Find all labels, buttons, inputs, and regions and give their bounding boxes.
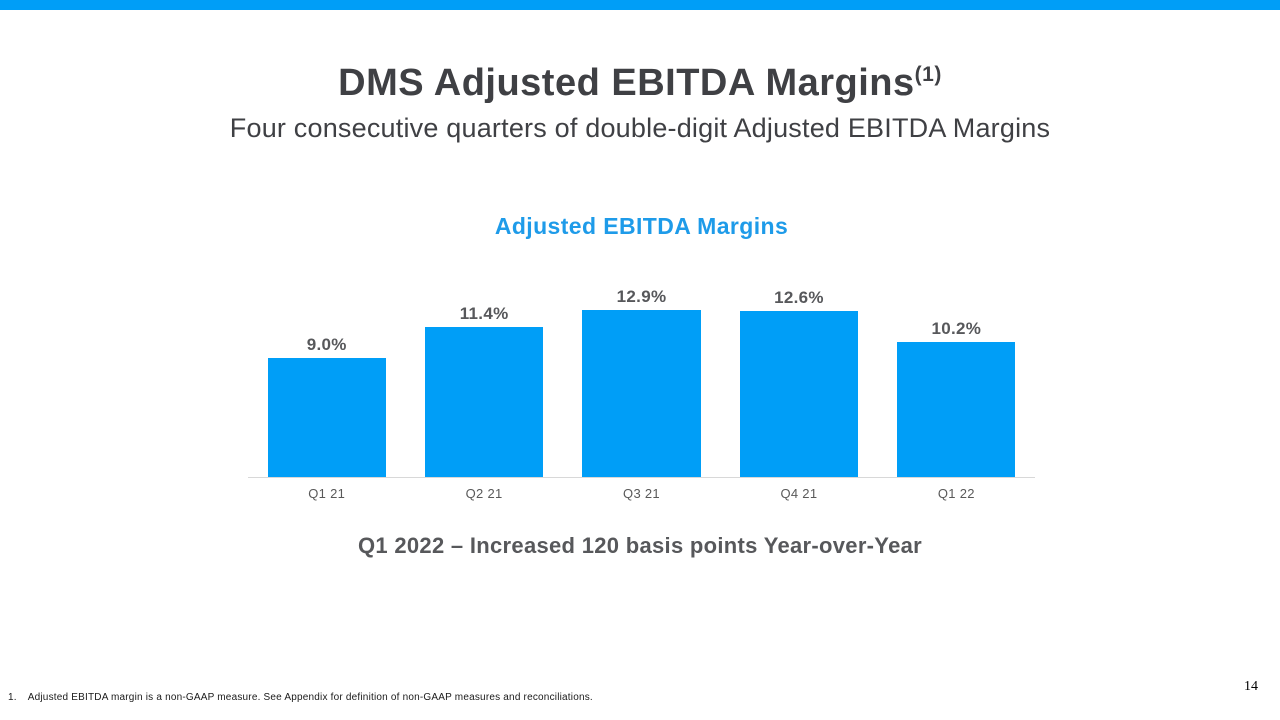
slide-header: DMS Adjusted EBITDA Margins(1) Four cons… [0,62,1280,144]
x-axis-label: Q2 21 [465,486,503,501]
bar-slot: 12.9% [563,287,720,477]
bar-slot: 9.0% [248,287,405,477]
x-axis-labels: Q1 21 Q2 21 Q3 21 Q4 21 Q1 22 [248,478,1035,501]
page-number: 14 [1244,679,1258,694]
bar-slot: 11.4% [405,287,562,477]
slide-title: DMS Adjusted EBITDA Margins(1) [0,62,1280,106]
bar-value-label: 12.6% [774,287,824,307]
bar-value-label: 10.2% [931,319,982,339]
bar [897,342,1016,477]
top-accent-strip [0,0,1280,10]
slide-title-text: DMS Adjusted EBITDA Margins [338,62,915,104]
slide-subtitle: Four consecutive quarters of double-digi… [229,112,1051,143]
x-axis-label: Q1 22 [937,486,975,501]
footnote-text: Adjusted EBITDA margin is a non-GAAP mea… [27,692,593,703]
bar [739,310,858,477]
callout-text: Q1 2022 – Increased 120 basis points Yea… [358,533,922,558]
footnote-reference: (1) [914,63,942,86]
footnote-number: 1. [8,692,17,703]
x-axis-label: Q3 21 [623,486,660,501]
x-axis-label: Q1 21 [308,486,346,501]
chart-title: Adjusted EBITDA Margins [494,213,789,239]
bar-value-label: 9.0% [306,335,347,355]
bar-value-label: 11.4% [459,303,509,323]
bar [582,310,701,477]
bar-slot: 12.6% [720,287,877,477]
footnote: 1. Adjusted EBITDA margin is a non-GAAP … [8,692,593,703]
x-axis-label: Q4 21 [780,486,818,501]
chart-plot-area: 9.0% 11.4% 12.9% 12.6% 10.2% [248,287,1035,478]
bar-value-label: 12.9% [616,287,667,306]
bar-slot: 10.2% [878,287,1035,477]
bar [267,358,386,477]
bar [425,326,544,477]
